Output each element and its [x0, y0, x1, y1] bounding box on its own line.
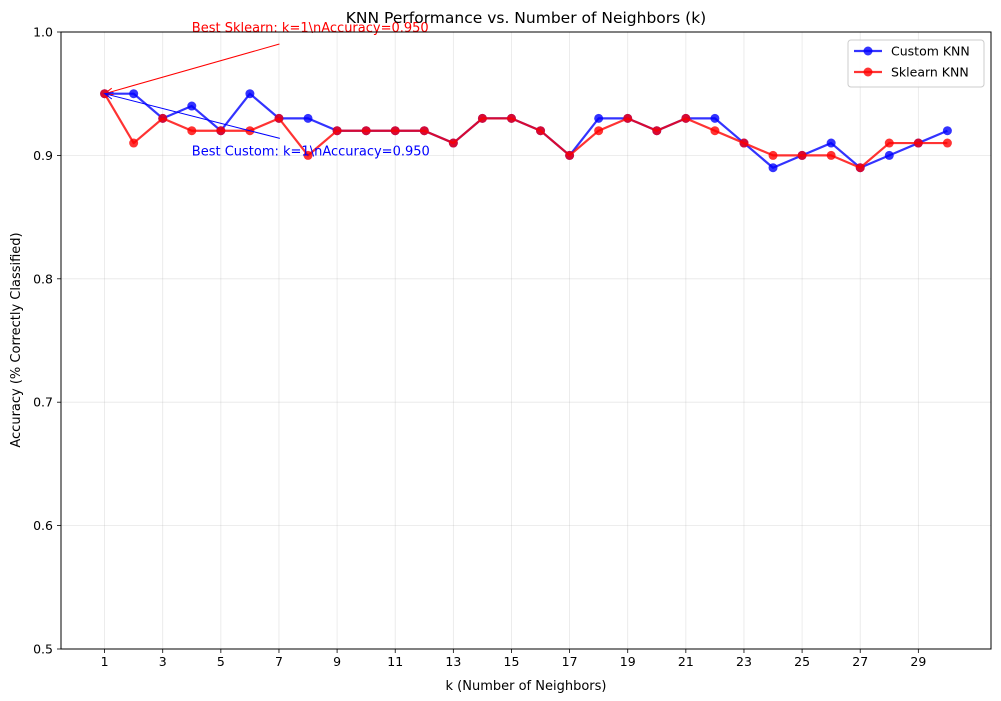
x-tick-label: 1 [101, 654, 109, 669]
custom-knn-point [129, 89, 139, 99]
sklearn-knn-point [390, 126, 400, 136]
legend-swatch-sklearn-knn [854, 67, 882, 77]
y-axis-label: Accuracy (% Correctly Classified) [9, 232, 24, 447]
x-tick-label: 27 [852, 654, 868, 669]
custom-knn-point [187, 101, 197, 111]
x-tick-label: 25 [794, 654, 810, 669]
sklearn-knn-point [623, 113, 633, 123]
sklearn-knn-point [710, 126, 720, 136]
series-layer [100, 89, 952, 173]
y-tick-label: 0.6 [33, 518, 53, 533]
sklearn-knn-point [419, 126, 429, 136]
annotation-arrow [104, 43, 280, 95]
x-tick-label: 3 [159, 654, 167, 669]
annotation-arrowhead [103, 92, 114, 100]
legend: Custom KNN Sklearn KNN [847, 39, 985, 88]
legend-label: Custom KNN [891, 44, 970, 59]
sklearn-knn-point [565, 150, 575, 160]
sklearn-knn-point [477, 113, 487, 123]
sklearn-knn-point [361, 126, 371, 136]
y-tick-label: 0.8 [33, 271, 53, 286]
sklearn-knn-point [274, 113, 284, 123]
custom-knn-point [245, 89, 255, 99]
x-axis-label: k (Number of Neighbors) [446, 679, 607, 694]
x-tick-label: 9 [333, 654, 341, 669]
annotation-arrow [104, 93, 280, 139]
x-tick-label: 13 [445, 654, 461, 669]
y-tick-label: 0.9 [33, 148, 53, 163]
y-axis-ticks: 0.5 0.6 0.7 0.8 0.9 1.0 [33, 25, 61, 657]
y-tick-label: 0.5 [33, 642, 53, 657]
sklearn-knn-point [855, 163, 865, 173]
sklearn-knn-point [594, 126, 604, 136]
x-tick-label: 17 [562, 654, 578, 669]
custom-knn-point [942, 126, 952, 136]
legend-swatch-custom-knn [854, 46, 882, 56]
x-axis-ticks: 1 3 5 7 9 11 13 15 17 19 21 23 25 27 29 [101, 649, 926, 669]
x-tick-label: 21 [678, 654, 694, 669]
sklearn-knn-point [739, 138, 749, 148]
sklearn-knn-point [158, 113, 168, 123]
legend-swatch-marker [863, 67, 873, 77]
sklearn-knn-point [768, 150, 778, 160]
plot-frame [60, 31, 992, 650]
sklearn-knn-point [448, 138, 458, 148]
sklearn-knn-point [129, 138, 139, 148]
x-tick-label: 29 [910, 654, 926, 669]
y-tick-label: 0.7 [33, 395, 53, 410]
sklearn-knn-point [652, 126, 662, 136]
x-tick-label: 5 [217, 654, 225, 669]
sklearn-knn-point [187, 126, 197, 136]
custom-knn-point [594, 113, 604, 123]
legend-swatch-marker [863, 46, 873, 56]
x-tick-label: 11 [387, 654, 403, 669]
sklearn-knn-point [536, 126, 546, 136]
sklearn-knn-point [797, 150, 807, 160]
custom-knn-point [768, 163, 778, 173]
sklearn-knn-point [332, 126, 342, 136]
custom-knn-point [884, 150, 894, 160]
x-tick-label: 7 [275, 654, 283, 669]
legend-label: Sklearn KNN [891, 65, 969, 80]
sklearn-knn-point [884, 138, 894, 148]
sklearn-knn-point [506, 113, 516, 123]
x-tick-label: 15 [504, 654, 520, 669]
y-tick-label: 1.0 [33, 25, 53, 40]
sklearn-knn-point [216, 126, 226, 136]
sklearn-knn-point [681, 113, 691, 123]
custom-knn-point [303, 113, 313, 123]
chart-title: KNN Performance vs. Number of Neighbors … [346, 9, 706, 27]
x-tick-label: 23 [736, 654, 752, 669]
sklearn-knn-line [103, 93, 948, 169]
x-tick-label: 19 [620, 654, 636, 669]
sklearn-knn-point [303, 150, 313, 160]
sklearn-knn-series [100, 89, 952, 173]
custom-knn-point [826, 138, 836, 148]
annotation-text: Best Custom: k=1\nAccuracy=0.950 [192, 144, 430, 159]
sklearn-knn-point [913, 138, 923, 148]
custom-knn-point [710, 113, 720, 123]
sklearn-knn-point [826, 150, 836, 160]
sklearn-knn-point [942, 138, 952, 148]
